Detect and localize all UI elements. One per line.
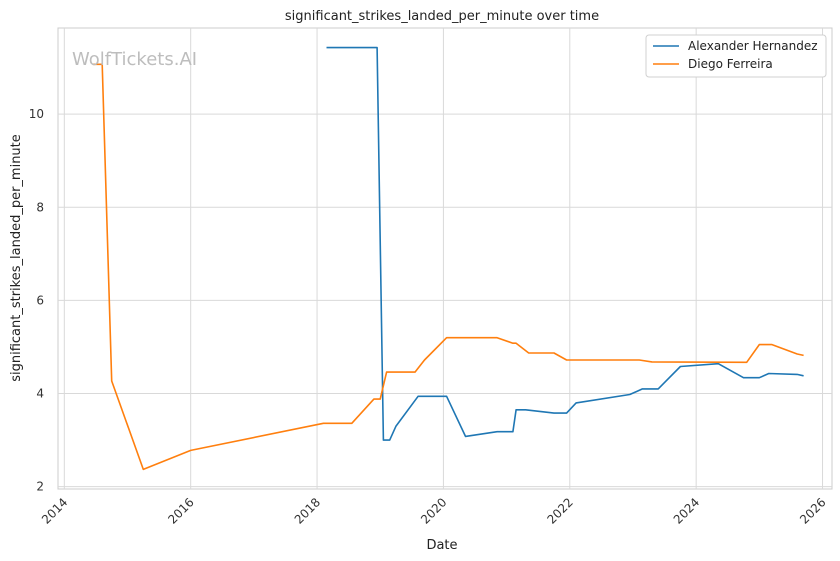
legend-box: [645, 34, 827, 78]
x-tick-label: 2014: [39, 495, 70, 526]
y-tick-label: 8: [36, 200, 44, 214]
x-tick-label: 2016: [165, 495, 196, 526]
legend-label-series-0: Alexander Hernandez: [688, 39, 818, 53]
x-tick-label: 2026: [797, 495, 828, 526]
x-tick-label: 2018: [292, 495, 323, 526]
y-tick-label: 6: [36, 293, 44, 307]
legend-label-series-1: Diego Ferreira: [688, 57, 773, 71]
grid: [58, 28, 832, 489]
x-tick-label: 2022: [544, 495, 575, 526]
plot-area: [57, 27, 833, 490]
x-axis-title: Date: [426, 538, 457, 553]
y-tick-label: 10: [29, 107, 44, 121]
watermark: WolfTickets.AI: [72, 49, 197, 70]
series-line-0: [326, 46, 804, 441]
y-tick-label: 2: [36, 480, 44, 494]
y-tick-label: 4: [36, 387, 44, 401]
x-tick-label: 2020: [418, 495, 449, 526]
series-lines: [92, 46, 804, 471]
legend: Alexander Hernandez Diego Ferreira: [645, 34, 827, 78]
y-axis-title: significant_strikes_landed_per_minute: [9, 134, 24, 382]
chart-title: significant_strikes_landed_per_minute ov…: [285, 9, 599, 24]
series-line-1: [92, 63, 804, 471]
x-tick-label: 2024: [671, 495, 702, 526]
